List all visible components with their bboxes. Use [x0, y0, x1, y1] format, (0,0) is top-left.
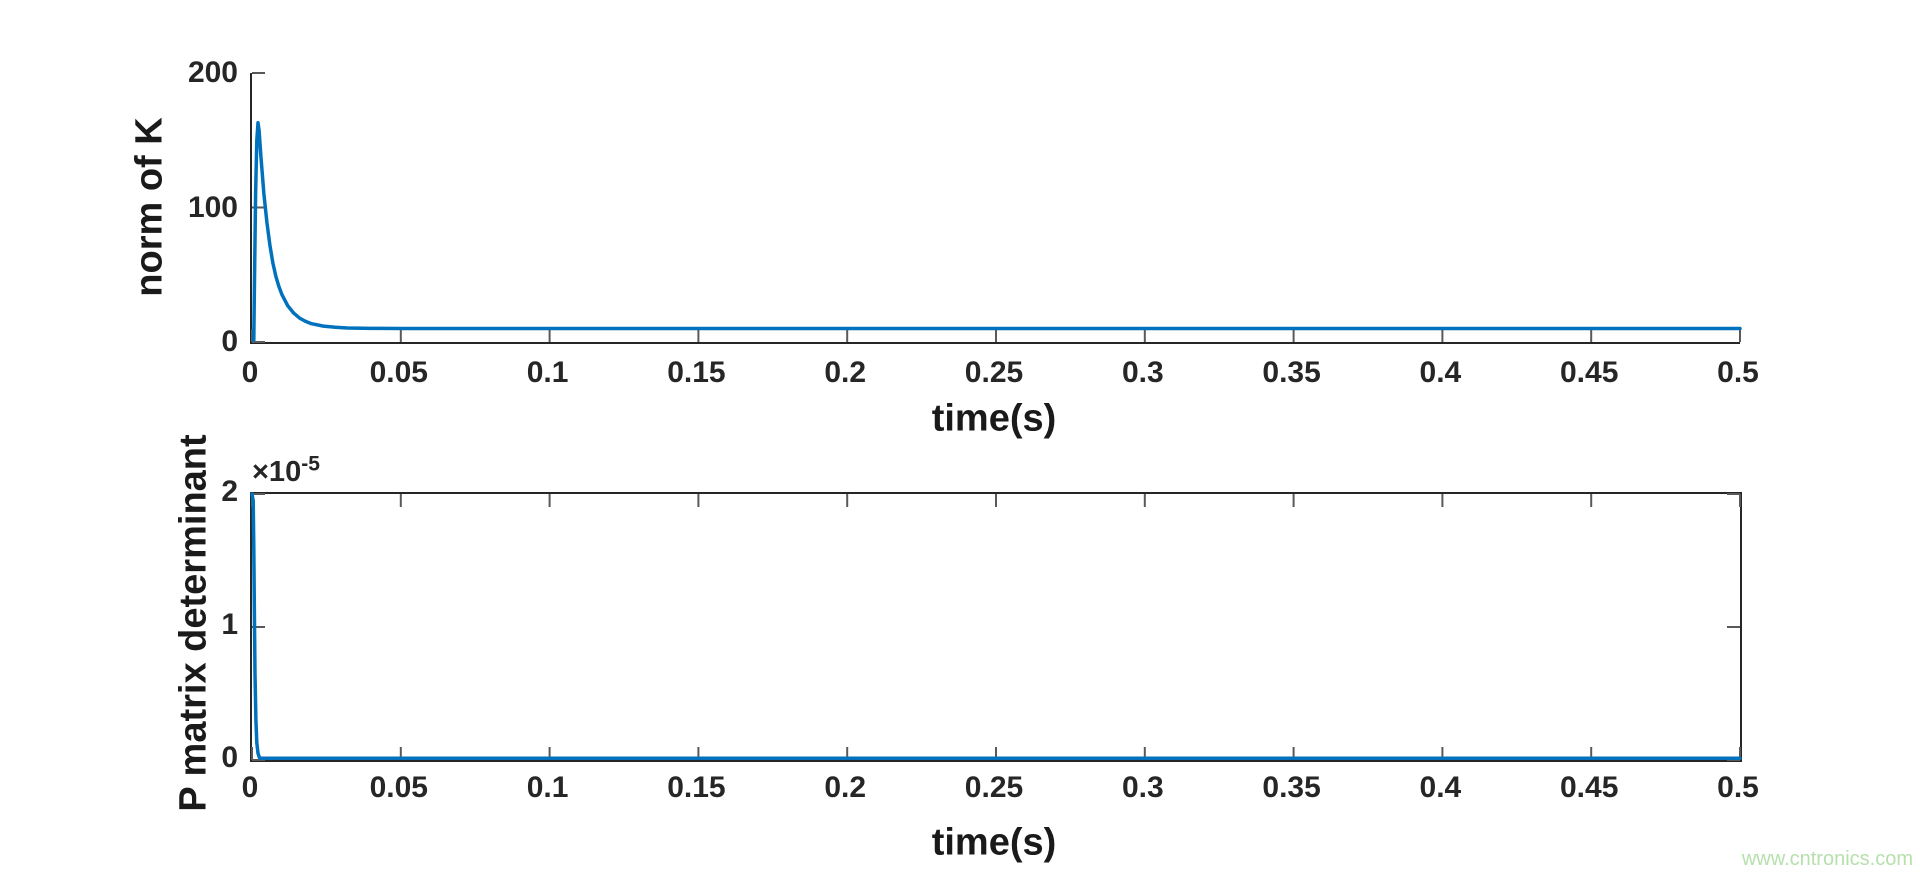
x-tick-label: 0.2 [824, 771, 867, 804]
subplot-p-matrix-determinant [250, 492, 1742, 762]
y-tick-label: 0 [221, 741, 238, 774]
watermark: www.cntronics.com [1741, 848, 1913, 870]
x-tick-label: 0.45 [1559, 356, 1619, 389]
x-tick-label: 0.4 [1419, 771, 1462, 804]
x-tick-label: 0.1 [526, 771, 569, 804]
data-line-p-matrix-determinant [250, 492, 1742, 760]
multiplier-base: ×10 [252, 456, 302, 488]
x-axis-label-top: time(s) [931, 397, 1057, 440]
y-tick-label: 100 [187, 190, 238, 224]
x-tick-label: 0.15 [667, 356, 726, 389]
x-tick-label: 0.3 [1121, 771, 1164, 804]
x-tick-label: 0 [241, 771, 259, 804]
x-tick-label: 0.3 [1121, 356, 1164, 389]
y-tick-label: 0 [221, 325, 238, 358]
multiplier-exponent: -5 [301, 452, 320, 476]
x-tick-label: 0.05 [369, 771, 428, 804]
x-tick-label: 0.25 [964, 771, 1024, 804]
x-tick-label: 0.05 [369, 356, 428, 389]
y-tick-label: 1 [221, 608, 238, 641]
x-tick-label: 0.35 [1262, 356, 1321, 389]
y-tick-label: 200 [187, 56, 238, 89]
subplot-norm-of-k [250, 72, 1742, 344]
x-tick-label: 0.35 [1262, 771, 1321, 804]
x-tick-label: 0.2 [824, 356, 867, 389]
x-tick-label: 0.25 [964, 356, 1024, 389]
y-axis-exponent-multiplier: ×10-5 [252, 453, 320, 489]
x-tick-label: 0.1 [526, 356, 569, 389]
x-tick-label: 0 [241, 356, 259, 389]
x-axis-label-bottom: time(s) [931, 821, 1057, 864]
x-tick-label: 0.4 [1419, 356, 1462, 389]
x-tick-label: 0.5 [1717, 356, 1759, 389]
y-tick-label: 2 [221, 475, 238, 508]
x-tick-label: 0.5 [1717, 771, 1759, 804]
x-tick-label: 0.45 [1559, 771, 1619, 804]
data-line-norm-of-k [252, 121, 1742, 342]
x-tick-label: 0.15 [667, 771, 726, 804]
